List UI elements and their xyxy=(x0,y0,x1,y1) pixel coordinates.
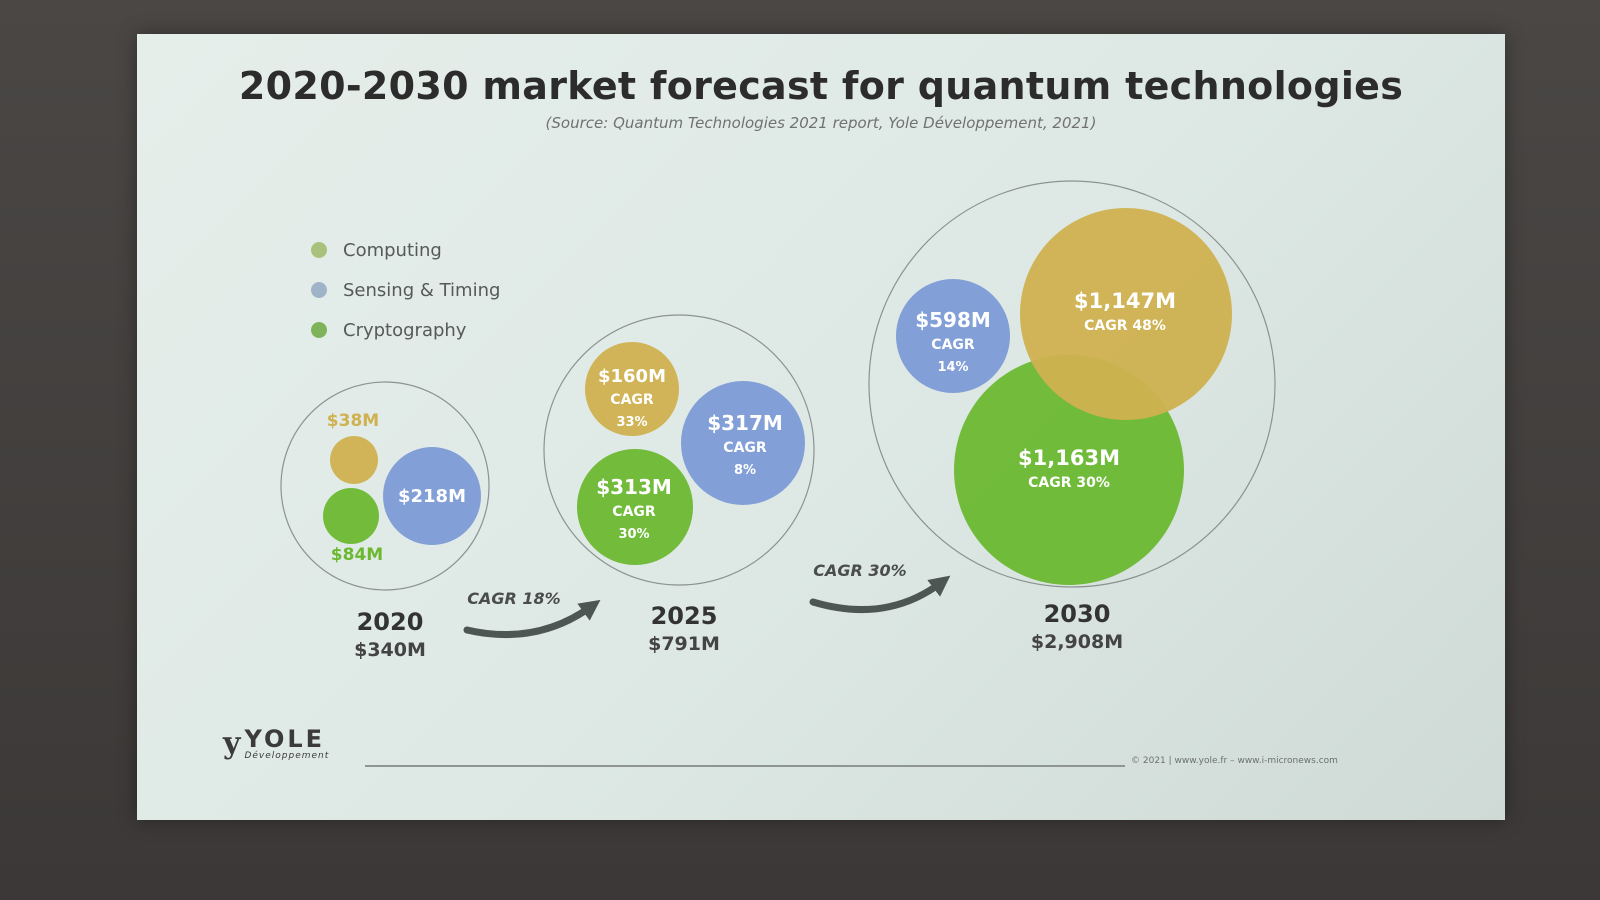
logo-name: YOLE xyxy=(244,725,326,753)
value-label-computing-2020: $38M xyxy=(327,411,379,431)
cagr-label-sensing-2025: CAGR xyxy=(723,440,767,456)
total-label-2025: $791M xyxy=(648,633,720,655)
total-circle-2025 xyxy=(543,314,815,586)
total-label-2020: $340M xyxy=(354,639,426,661)
bubble-sensing-2020 xyxy=(383,447,481,545)
logo-mark-icon: y xyxy=(223,726,241,761)
bubble-cryptography-2020 xyxy=(323,488,379,544)
growth-arrow-icon-1 xyxy=(809,575,951,614)
total-label-2030: $2,908M xyxy=(1031,631,1123,653)
value-label-computing-2030: $1,147M xyxy=(1074,289,1176,313)
logo-subtitle: Développement xyxy=(244,751,330,761)
cagr-label-cryptography-2030: CAGR 30% xyxy=(1028,475,1110,491)
transition-cagr-label-1: CAGR 30% xyxy=(813,561,906,580)
cagr-label-computing-2025: CAGR xyxy=(610,392,654,408)
cagr-label-cryptography-2025: CAGR xyxy=(612,504,656,520)
slide: 2020-2030 market forecast for quantum te… xyxy=(137,34,1505,820)
total-circle-2030 xyxy=(868,180,1276,588)
transition-cagr-label-0: CAGR 18% xyxy=(467,589,560,608)
slide-subtitle: (Source: Quantum Technologies 2021 repor… xyxy=(545,114,1097,132)
value-label-computing-2025: $160M xyxy=(598,366,666,387)
legend-item-computing: Computing xyxy=(311,230,500,270)
bubble-computing-2030 xyxy=(1020,208,1232,420)
year-label-2025: 2025 xyxy=(651,602,718,630)
value-label-sensing-2025: $317M xyxy=(707,411,783,435)
bubble-computing-2025 xyxy=(585,342,679,436)
slide-title: 2020-2030 market forecast for quantum te… xyxy=(238,64,1404,108)
bubble-chart: $38M $218M $84M 2020 $340M $160M CAGR 33% $317M C… xyxy=(280,180,1276,661)
value-label-cryptography-2025: $313M xyxy=(596,475,672,499)
legend-item-cryptography: Cryptography xyxy=(311,310,500,350)
legend-label-computing: Computing xyxy=(343,239,442,261)
total-circle-2020 xyxy=(280,381,490,591)
legend-label-cryptography: Cryptography xyxy=(343,319,467,341)
cagr-value-sensing-2025: 8% xyxy=(734,463,756,478)
cagr-value-cryptography-2025: 30% xyxy=(618,527,649,542)
cagr-label-computing-2030: CAGR 48% xyxy=(1084,318,1166,334)
legend-dot-computing xyxy=(311,242,327,258)
bubble-cryptography-2025 xyxy=(577,449,693,565)
yole-logo: y YOLE Développement xyxy=(223,726,329,761)
legend-dot-cryptography xyxy=(311,322,327,338)
legend-dot-sensing xyxy=(311,282,327,298)
bubble-computing-2020 xyxy=(330,436,378,484)
value-label-sensing-2020: $218M xyxy=(398,486,466,507)
year-label-2030: 2030 xyxy=(1044,600,1111,628)
year-label-2020: 2020 xyxy=(357,608,424,636)
cagr-label-sensing-2030: CAGR xyxy=(931,337,975,353)
value-label-cryptography-2020: $84M xyxy=(331,545,383,565)
footer-divider xyxy=(365,765,1125,767)
bubble-sensing-2025 xyxy=(681,381,805,505)
bubble-sensing-2030 xyxy=(896,279,1010,393)
cagr-value-sensing-2030: 14% xyxy=(937,360,968,375)
cagr-value-computing-2025: 33% xyxy=(616,415,647,430)
value-label-cryptography-2030: $1,163M xyxy=(1018,446,1120,470)
footer-text: © 2021 | www.yole.fr – www.i-micronews.c… xyxy=(1131,756,1338,766)
legend-label-sensing: Sensing & Timing xyxy=(343,279,501,301)
value-label-sensing-2030: $598M xyxy=(915,308,991,332)
legend: Computing Sensing & Timing Cryptography xyxy=(311,230,500,350)
growth-arrow-icon-0 xyxy=(463,599,601,638)
legend-item-sensing: Sensing & Timing xyxy=(311,270,500,310)
